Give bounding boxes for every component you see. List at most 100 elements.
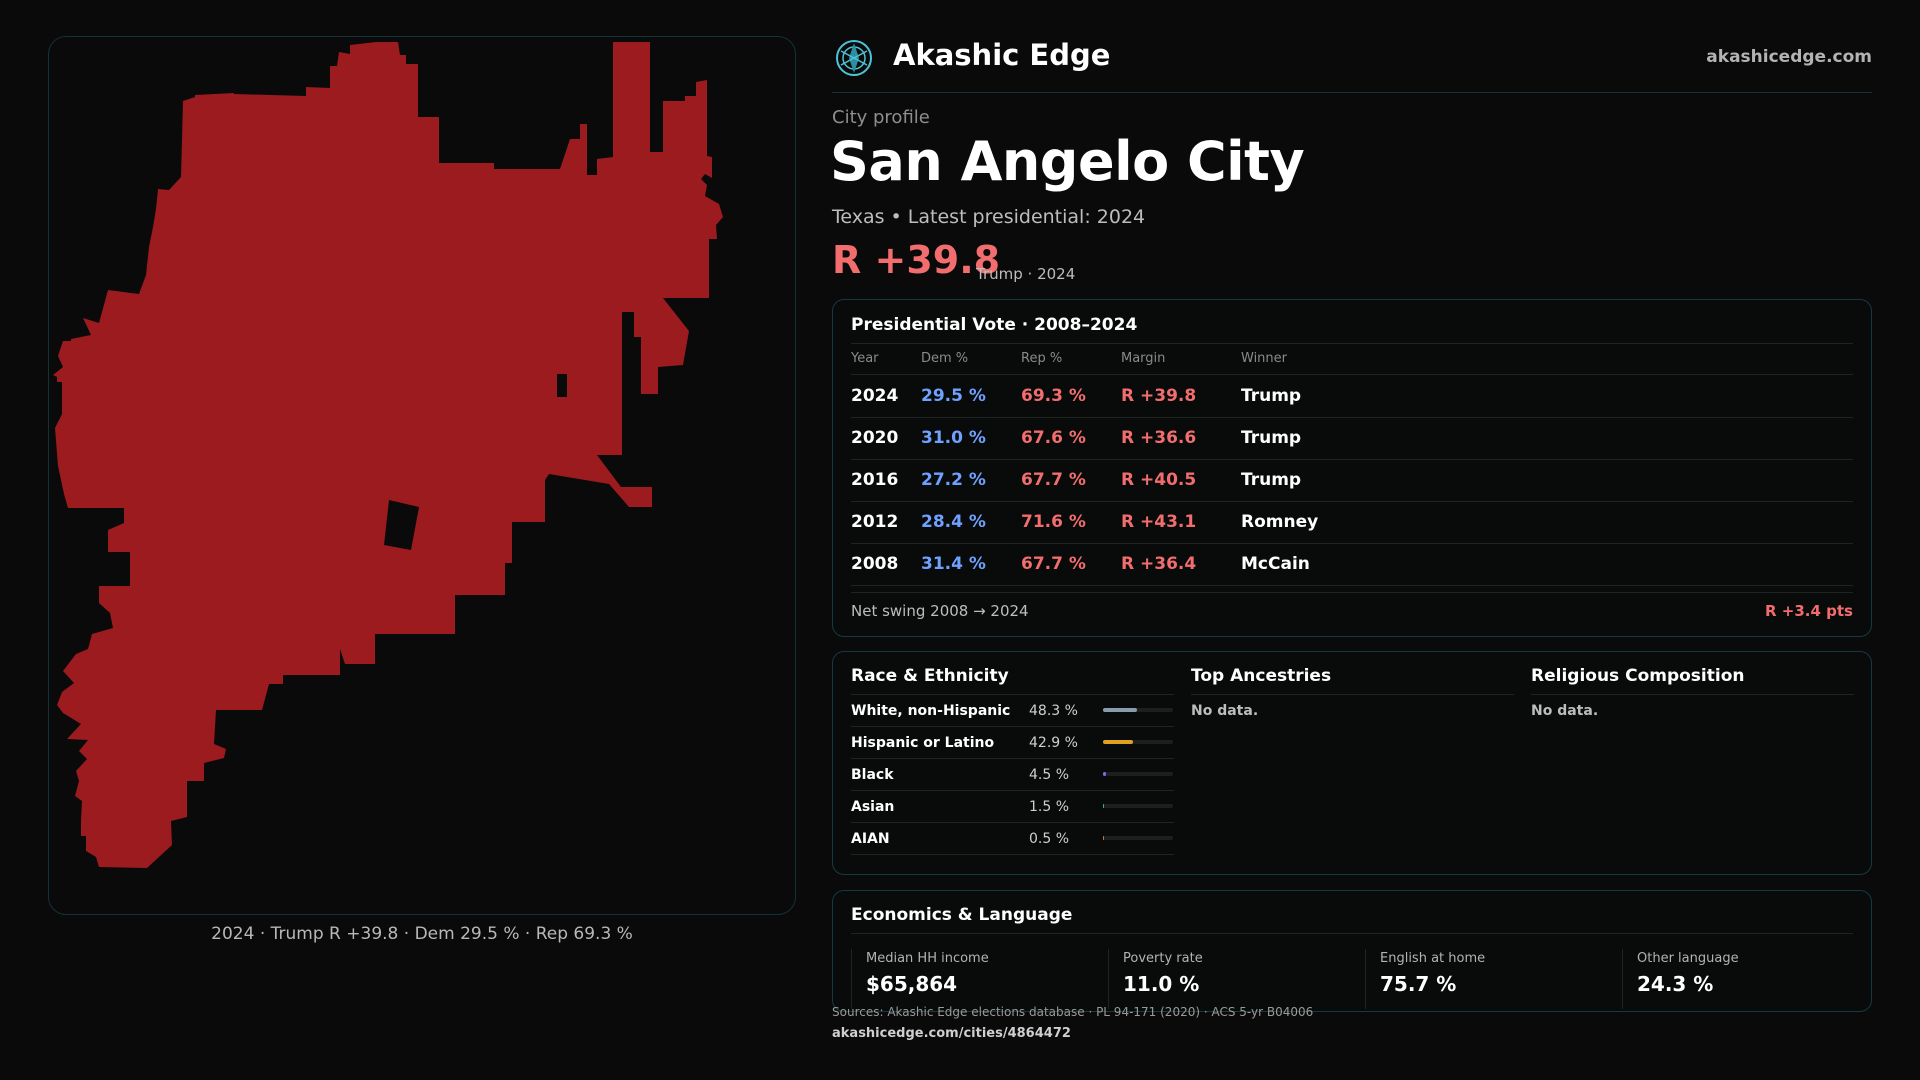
cell-rep: 67.7 % bbox=[1021, 470, 1086, 490]
net-swing-value: R +3.4 pts bbox=[1765, 602, 1853, 620]
empty-note: No data. bbox=[1531, 703, 1599, 719]
stat-label: Median HH income bbox=[866, 951, 989, 966]
race-ethnicity-section: Race & Ethnicity White, non-Hispanic 48.… bbox=[851, 666, 1174, 855]
divider bbox=[1191, 694, 1514, 695]
race-label: White, non-Hispanic bbox=[851, 703, 1011, 719]
race-bar-track bbox=[1103, 772, 1173, 776]
cell-winner: Trump bbox=[1241, 428, 1302, 448]
column-header-rep: Rep % bbox=[1021, 351, 1063, 366]
net-swing-label: Net swing 2008 → 2024 bbox=[851, 602, 1029, 620]
headline-margin-note: Trump · 2024 bbox=[976, 265, 1076, 283]
cell-margin: R +40.5 bbox=[1121, 470, 1197, 490]
cell-dem: 27.2 % bbox=[921, 470, 986, 490]
race-value: 42.9 % bbox=[1029, 735, 1078, 751]
race-bar-track bbox=[1103, 740, 1173, 744]
presidential-vote-card: Presidential Vote · 2008–2024 Year Dem %… bbox=[832, 299, 1872, 637]
race-bar-fill bbox=[1103, 836, 1105, 840]
stat-other-language: Other language 24.3 % bbox=[1622, 949, 1877, 1009]
cell-dem: 31.4 % bbox=[921, 554, 986, 574]
cell-margin: R +39.8 bbox=[1121, 386, 1197, 406]
list-item: White, non-Hispanic 48.3 % bbox=[851, 695, 1174, 727]
cell-dem: 31.0 % bbox=[921, 428, 986, 448]
race-value: 0.5 % bbox=[1029, 831, 1070, 847]
cell-winner: Trump bbox=[1241, 470, 1302, 490]
sources-note: Sources: Akashic Edge elections database… bbox=[832, 1005, 1314, 1019]
cell-year: 2012 bbox=[851, 512, 899, 532]
section-title: Race & Ethnicity bbox=[851, 666, 1009, 686]
list-item: Black 4.5 % bbox=[851, 759, 1174, 791]
stat-median-income: Median HH income $65,864 bbox=[851, 949, 1106, 1009]
list-item: AIAN 0.5 % bbox=[851, 823, 1174, 855]
stat-value: 11.0 % bbox=[1123, 972, 1200, 996]
cell-dem: 28.4 % bbox=[921, 512, 986, 532]
divider bbox=[1531, 694, 1854, 695]
page-subtitle: Texas • Latest presidential: 2024 bbox=[832, 206, 1146, 228]
race-bar-track bbox=[1103, 708, 1173, 712]
table-row: 2016 27.2 % 67.7 % R +40.5 Trump bbox=[851, 460, 1853, 502]
stat-value: 75.7 % bbox=[1380, 972, 1457, 996]
city-boundary-shape bbox=[53, 42, 723, 868]
ancestries-section: Top Ancestries No data. bbox=[1191, 666, 1514, 719]
race-bar-track bbox=[1103, 804, 1173, 808]
cell-dem: 29.5 % bbox=[921, 386, 986, 406]
brand-logo-icon bbox=[836, 40, 872, 76]
stat-english-at-home: English at home 75.7 % bbox=[1365, 949, 1620, 1009]
card-title: Economics & Language bbox=[851, 905, 1073, 925]
cell-rep: 67.6 % bbox=[1021, 428, 1086, 448]
city-boundary-map bbox=[53, 42, 723, 868]
page-url[interactable]: akashicedge.com/cities/4864472 bbox=[832, 1026, 1071, 1041]
race-bar-fill bbox=[1103, 804, 1105, 808]
race-value: 48.3 % bbox=[1029, 703, 1078, 719]
cell-margin: R +36.4 bbox=[1121, 554, 1197, 574]
race-bar-fill bbox=[1103, 772, 1107, 776]
empty-note: No data. bbox=[1191, 703, 1259, 719]
cell-year: 2024 bbox=[851, 386, 899, 406]
race-bar-fill bbox=[1103, 708, 1137, 712]
column-header-dem: Dem % bbox=[921, 351, 969, 366]
divider bbox=[851, 933, 1853, 934]
race-list: White, non-Hispanic 48.3 % Hispanic or L… bbox=[851, 695, 1174, 855]
city-map bbox=[48, 36, 796, 915]
cell-year: 2016 bbox=[851, 470, 899, 490]
cell-margin: R +43.1 bbox=[1121, 512, 1197, 532]
table-header: Year Dem % Rep % Margin Winner bbox=[851, 351, 1853, 375]
race-label: Asian bbox=[851, 799, 895, 815]
cell-winner: Romney bbox=[1241, 512, 1319, 532]
demographics-card: Race & Ethnicity White, non-Hispanic 48.… bbox=[832, 651, 1872, 875]
stat-label: English at home bbox=[1380, 951, 1486, 966]
brand-name: Akashic Edge bbox=[893, 38, 1111, 72]
cell-rep: 69.3 % bbox=[1021, 386, 1086, 406]
section-title: Religious Composition bbox=[1531, 666, 1745, 686]
race-label: AIAN bbox=[851, 831, 890, 847]
stat-value: $65,864 bbox=[866, 972, 958, 996]
divider bbox=[851, 343, 1853, 344]
race-label: Black bbox=[851, 767, 894, 783]
cell-winner: McCain bbox=[1241, 554, 1310, 574]
header-divider bbox=[832, 92, 1872, 93]
cell-winner: Trump bbox=[1241, 386, 1302, 406]
column-header-margin: Margin bbox=[1121, 351, 1166, 366]
race-bar-fill bbox=[1103, 740, 1134, 744]
site-link[interactable]: akashicedge.com bbox=[1706, 47, 1872, 67]
column-header-year: Year bbox=[851, 351, 879, 366]
table-row: 2024 29.5 % 69.3 % R +39.8 Trump bbox=[851, 376, 1853, 418]
cell-year: 2008 bbox=[851, 554, 899, 574]
cell-rep: 67.7 % bbox=[1021, 554, 1086, 574]
race-value: 1.5 % bbox=[1029, 799, 1070, 815]
cell-margin: R +36.6 bbox=[1121, 428, 1197, 448]
section-title: Top Ancestries bbox=[1191, 666, 1332, 686]
table-row: 2012 28.4 % 71.6 % R +43.1 Romney bbox=[851, 502, 1853, 544]
religion-section: Religious Composition No data. bbox=[1531, 666, 1854, 719]
cell-rep: 71.6 % bbox=[1021, 512, 1086, 532]
page-title: San Angelo City bbox=[830, 130, 1305, 193]
stat-label: Other language bbox=[1637, 951, 1739, 966]
table-row: 2008 31.4 % 67.7 % R +36.4 McCain bbox=[851, 544, 1853, 586]
race-value: 4.5 % bbox=[1029, 767, 1070, 783]
table-row: 2020 31.0 % 67.6 % R +36.6 Trump bbox=[851, 418, 1853, 460]
headline-margin: R +39.8 bbox=[832, 238, 1001, 282]
race-bar-track bbox=[1103, 836, 1173, 840]
race-label: Hispanic or Latino bbox=[851, 735, 995, 751]
list-item: Hispanic or Latino 42.9 % bbox=[851, 727, 1174, 759]
stat-value: 24.3 % bbox=[1637, 972, 1714, 996]
profile-kicker: City profile bbox=[832, 107, 930, 128]
